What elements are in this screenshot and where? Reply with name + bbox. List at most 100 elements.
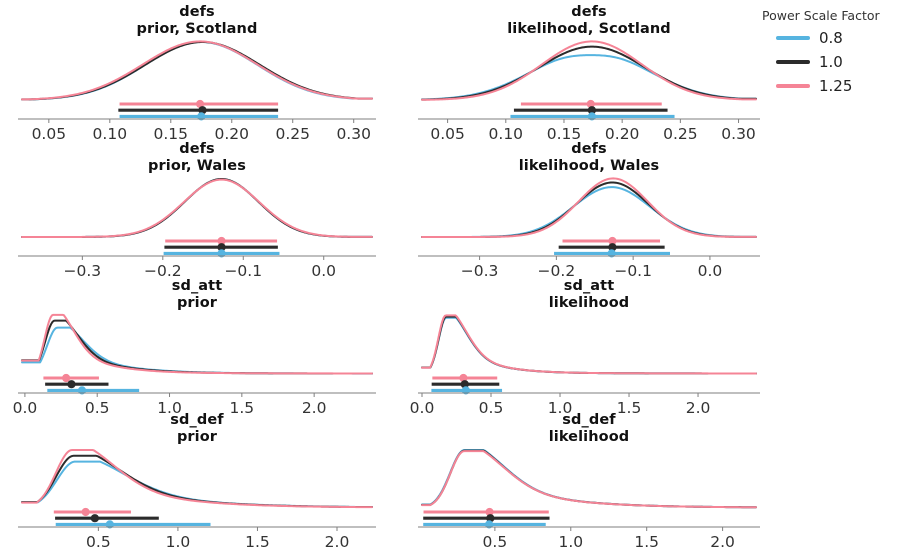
point-estimate-marker <box>607 249 616 258</box>
panel-defs-likelihood-wales: defs likelihood, Wales −0.3 −0.2 −0.1 0.0 <box>418 141 760 280</box>
credible-interval-1.25 <box>165 237 278 246</box>
density-curve-1.0 <box>421 315 757 375</box>
density-curve-1.0 <box>421 45 757 101</box>
point-estimate-marker <box>105 520 114 529</box>
panel-title-line1: defs <box>179 141 215 157</box>
x-axis-tick-label: 1.5 <box>634 533 659 551</box>
legend-entry-label: 1.25 <box>819 77 853 95</box>
x-axis-tick-label: 0.5 <box>483 533 508 551</box>
credible-interval-0.8 <box>47 386 140 395</box>
density-curve-1.25 <box>21 178 373 239</box>
density-curve-0.8 <box>421 449 757 509</box>
panel-title-line1: defs <box>179 4 215 20</box>
point-estimate-marker <box>486 514 495 523</box>
credible-interval-0.8 <box>119 112 279 121</box>
density-curve-0.8 <box>21 178 373 239</box>
credible-interval-1.0 <box>118 106 279 115</box>
credible-interval-1.0 <box>558 243 665 252</box>
plot-area: 0.5 1.0 1.5 2.0 <box>418 446 760 552</box>
x-axis-tick-label: 0.30 <box>721 125 756 143</box>
x-axis-tick-label: 0.0 <box>13 399 38 417</box>
panel-title: defs prior, Scotland <box>18 4 376 38</box>
credible-interval-1.25 <box>53 508 131 517</box>
point-estimate-marker <box>485 508 494 517</box>
point-estimate-marker <box>198 106 207 115</box>
panel-title-line2: prior, Scotland <box>136 21 258 38</box>
panel-title: sd_att likelihood <box>418 278 760 312</box>
x-axis-tick-label: 0.05 <box>430 125 465 143</box>
point-estimate-marker <box>459 374 468 383</box>
panel-title-line2: likelihood <box>548 429 630 446</box>
point-estimate-marker <box>62 374 71 383</box>
panel-defs-prior-scotland: defs prior, Scotland 0.05 0.10 0.15 0.20 0.25 0… <box>18 4 376 143</box>
legend-entry-1.25[interactable]: 1.25 <box>776 77 880 95</box>
legend-swatch-icon <box>776 60 810 64</box>
point-estimate-marker <box>608 237 617 246</box>
legend-entry-0.8[interactable]: 0.8 <box>776 29 880 47</box>
x-axis-tick-label: 1.0 <box>166 533 191 551</box>
legend-entry-1.0[interactable]: 1.0 <box>776 53 880 71</box>
x-axis-tick-label: 1.0 <box>548 399 573 417</box>
credible-interval-1.25 <box>520 100 662 109</box>
x-axis-tick-label: −0.2 <box>144 262 182 280</box>
panel-title-line1: defs <box>571 4 607 20</box>
x-axis-tick-label: 1.5 <box>245 533 270 551</box>
panel-sd_att-likelihood: sd_att likelihood 0.0 0.5 1.0 1.5 2.0 <box>410 278 760 417</box>
x-axis-tick-label: 1.0 <box>157 399 182 417</box>
x-axis-tick-label: 0.0 <box>410 399 435 417</box>
density-curve-1.0 <box>21 41 373 101</box>
panel-title: defs likelihood, Wales <box>418 141 760 175</box>
panel-title: defs likelihood, Scotland <box>418 4 760 38</box>
panel-title-line1: defs <box>571 141 607 157</box>
credible-interval-1.25 <box>119 100 279 109</box>
panel-title-line2: likelihood <box>548 295 630 312</box>
credible-interval-1.0 <box>513 106 668 115</box>
panel-title-line2: likelihood, Wales <box>518 158 660 175</box>
point-estimate-marker <box>81 508 90 517</box>
credible-interval-1.0 <box>45 380 109 389</box>
credible-interval-0.8 <box>510 112 675 121</box>
plot-area: 0.0 0.5 1.0 1.5 2.0 <box>410 312 760 418</box>
panel-defs-likelihood-scotland: defs likelihood, Scotland 0.05 0.10 0.15 0.20… <box>418 4 760 143</box>
legend-entry-label: 1.0 <box>819 53 843 71</box>
x-axis-tick-label: 1.0 <box>558 533 583 551</box>
x-axis-tick-label: 0.20 <box>214 125 249 143</box>
credible-interval-1.0 <box>55 514 159 523</box>
legend-swatch-icon <box>776 84 810 88</box>
x-axis-tick-label: 0.5 <box>479 399 504 417</box>
panel-title-line2: likelihood, Scotland <box>507 21 671 38</box>
x-axis-tick-label: 0.15 <box>154 125 189 143</box>
plot-area: 0.5 1.0 1.5 2.0 <box>18 446 376 552</box>
credible-interval-1.0 <box>164 243 278 252</box>
panel-title-line2: prior <box>176 295 218 312</box>
legend-title: Power Scale Factor <box>762 8 880 23</box>
panel-title: sd_def prior <box>18 412 376 446</box>
density-curve-1.25 <box>421 40 757 101</box>
x-axis-tick-label: 2.0 <box>325 533 350 551</box>
density-curve-0.8 <box>21 41 373 101</box>
panel-title-line2: prior <box>176 429 218 446</box>
x-axis-tick-label: 2.0 <box>686 399 711 417</box>
x-axis-tick-label: 0.0 <box>698 262 723 280</box>
x-axis-tick-label: 0.10 <box>489 125 524 143</box>
credible-interval-0.8 <box>431 386 503 395</box>
x-axis-tick-label: 0.5 <box>86 533 111 551</box>
panel-title-line1: sd_def <box>562 412 616 428</box>
panel-title: sd_att prior <box>18 278 376 312</box>
credible-interval-1.25 <box>432 374 498 383</box>
point-estimate-marker <box>460 380 469 389</box>
credible-interval-0.8 <box>554 249 671 258</box>
panel-title: defs prior, Wales <box>18 141 376 175</box>
x-axis-tick-label: 0.20 <box>605 125 640 143</box>
point-estimate-marker <box>587 112 597 121</box>
point-estimate-marker <box>608 243 617 252</box>
x-axis-tick-label: 0.15 <box>547 125 582 143</box>
x-axis-tick-label: −0.3 <box>461 262 499 280</box>
x-axis-tick-label: 0.25 <box>663 125 698 143</box>
panel-title-line1: sd_att <box>171 278 223 294</box>
density-curve-1.0 <box>21 178 373 239</box>
legend-swatch-icon <box>776 36 810 40</box>
plot-area: 0.0 0.5 1.0 1.5 2.0 <box>13 312 376 418</box>
density-curve-1.0 <box>421 449 757 509</box>
